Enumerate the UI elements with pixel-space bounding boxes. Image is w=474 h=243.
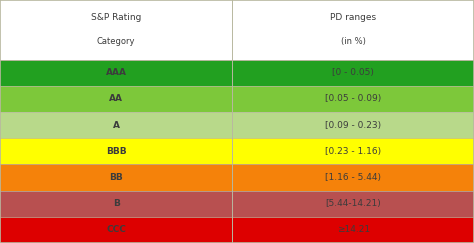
Text: AAA: AAA [106,68,127,77]
Text: [1.16 - 5.44): [1.16 - 5.44) [325,173,381,182]
Text: CCC: CCC [106,226,126,234]
Bar [0,60,474,86]
Bar [0,138,474,164]
Text: [0.23 - 1.16): [0.23 - 1.16) [325,147,381,156]
Bar [0,86,474,112]
Text: BBB: BBB [106,147,127,156]
Text: PD ranges: PD ranges [330,13,376,22]
Text: [0.09 - 0.23): [0.09 - 0.23) [325,121,381,130]
Text: Category: Category [97,37,136,46]
Text: [0 - 0.05): [0 - 0.05) [332,68,374,77]
Bar [0,191,474,217]
Bar [0,112,474,138]
Bar [0,164,474,191]
Text: S&P Rating: S&P Rating [91,13,141,22]
Text: B: B [113,199,119,208]
Text: ≥14.21: ≥14.21 [337,226,370,234]
Bar [0,217,474,243]
Bar [0,0,474,60]
Text: (in %): (in %) [341,37,365,46]
Text: [5.44-14.21): [5.44-14.21) [325,199,381,208]
Text: BB: BB [109,173,123,182]
Text: A: A [113,121,119,130]
Text: AA: AA [109,94,123,103]
Text: [0.05 - 0.09): [0.05 - 0.09) [325,94,381,103]
